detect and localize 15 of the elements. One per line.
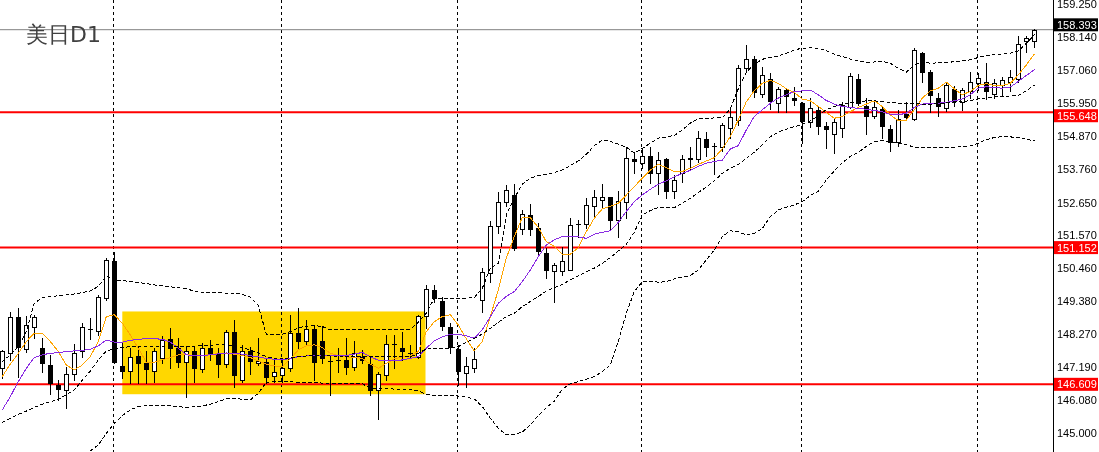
y-tick-label: 157.060 xyxy=(1057,63,1097,76)
y-tick-label: 154.870 xyxy=(1057,129,1097,142)
y-tick-label: 151.570 xyxy=(1057,229,1097,242)
y-tick-label: 146.080 xyxy=(1057,394,1097,407)
title: 美日D1 xyxy=(26,22,101,47)
y-tick-label: 150.460 xyxy=(1057,262,1097,275)
y-tick-label: 155.950 xyxy=(1057,97,1097,110)
y-tick-label: 148.270 xyxy=(1057,328,1097,341)
y-tick-label: 147.190 xyxy=(1057,360,1097,373)
y-tick-label: 159.250 xyxy=(1057,0,1097,10)
y-tick-label: 158.140 xyxy=(1057,31,1097,44)
y-tick-label: 149.380 xyxy=(1057,294,1097,307)
y-tick-label: 152.650 xyxy=(1057,196,1097,209)
y-tick-label: 153.760 xyxy=(1057,163,1097,176)
y-tick-label: 145.000 xyxy=(1057,426,1097,439)
